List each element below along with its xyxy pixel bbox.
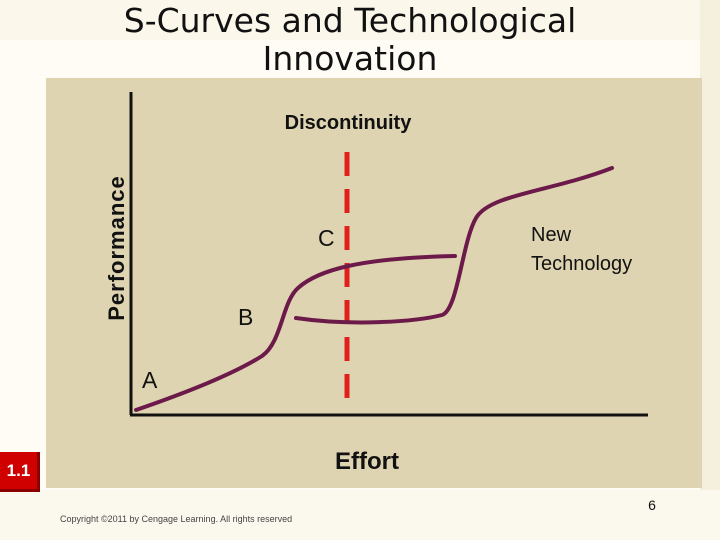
- new-technology-label-line2: Technology: [531, 253, 632, 275]
- slide-title: S-Curves and Technological Innovation: [123, 1, 577, 78]
- new-technology-label-line1: New: [531, 224, 572, 246]
- new-technology-curve: [294, 166, 614, 325]
- discontinuity-label: Discontinuity: [285, 112, 413, 134]
- copyright-notice: Copyright ©2011 by Cengage Learning. All…: [60, 514, 293, 524]
- point-label-a: A: [142, 367, 158, 393]
- x-axis-label: Effort: [335, 448, 399, 475]
- first-technology-curve: [134, 254, 457, 412]
- y-axis-label: Performance: [104, 175, 129, 321]
- point-label-c: C: [318, 225, 335, 251]
- point-label-b: B: [238, 304, 253, 330]
- diagram-panel: [46, 78, 702, 488]
- figure-number-badge: 1.1: [0, 452, 40, 492]
- page-number: 6: [648, 497, 656, 513]
